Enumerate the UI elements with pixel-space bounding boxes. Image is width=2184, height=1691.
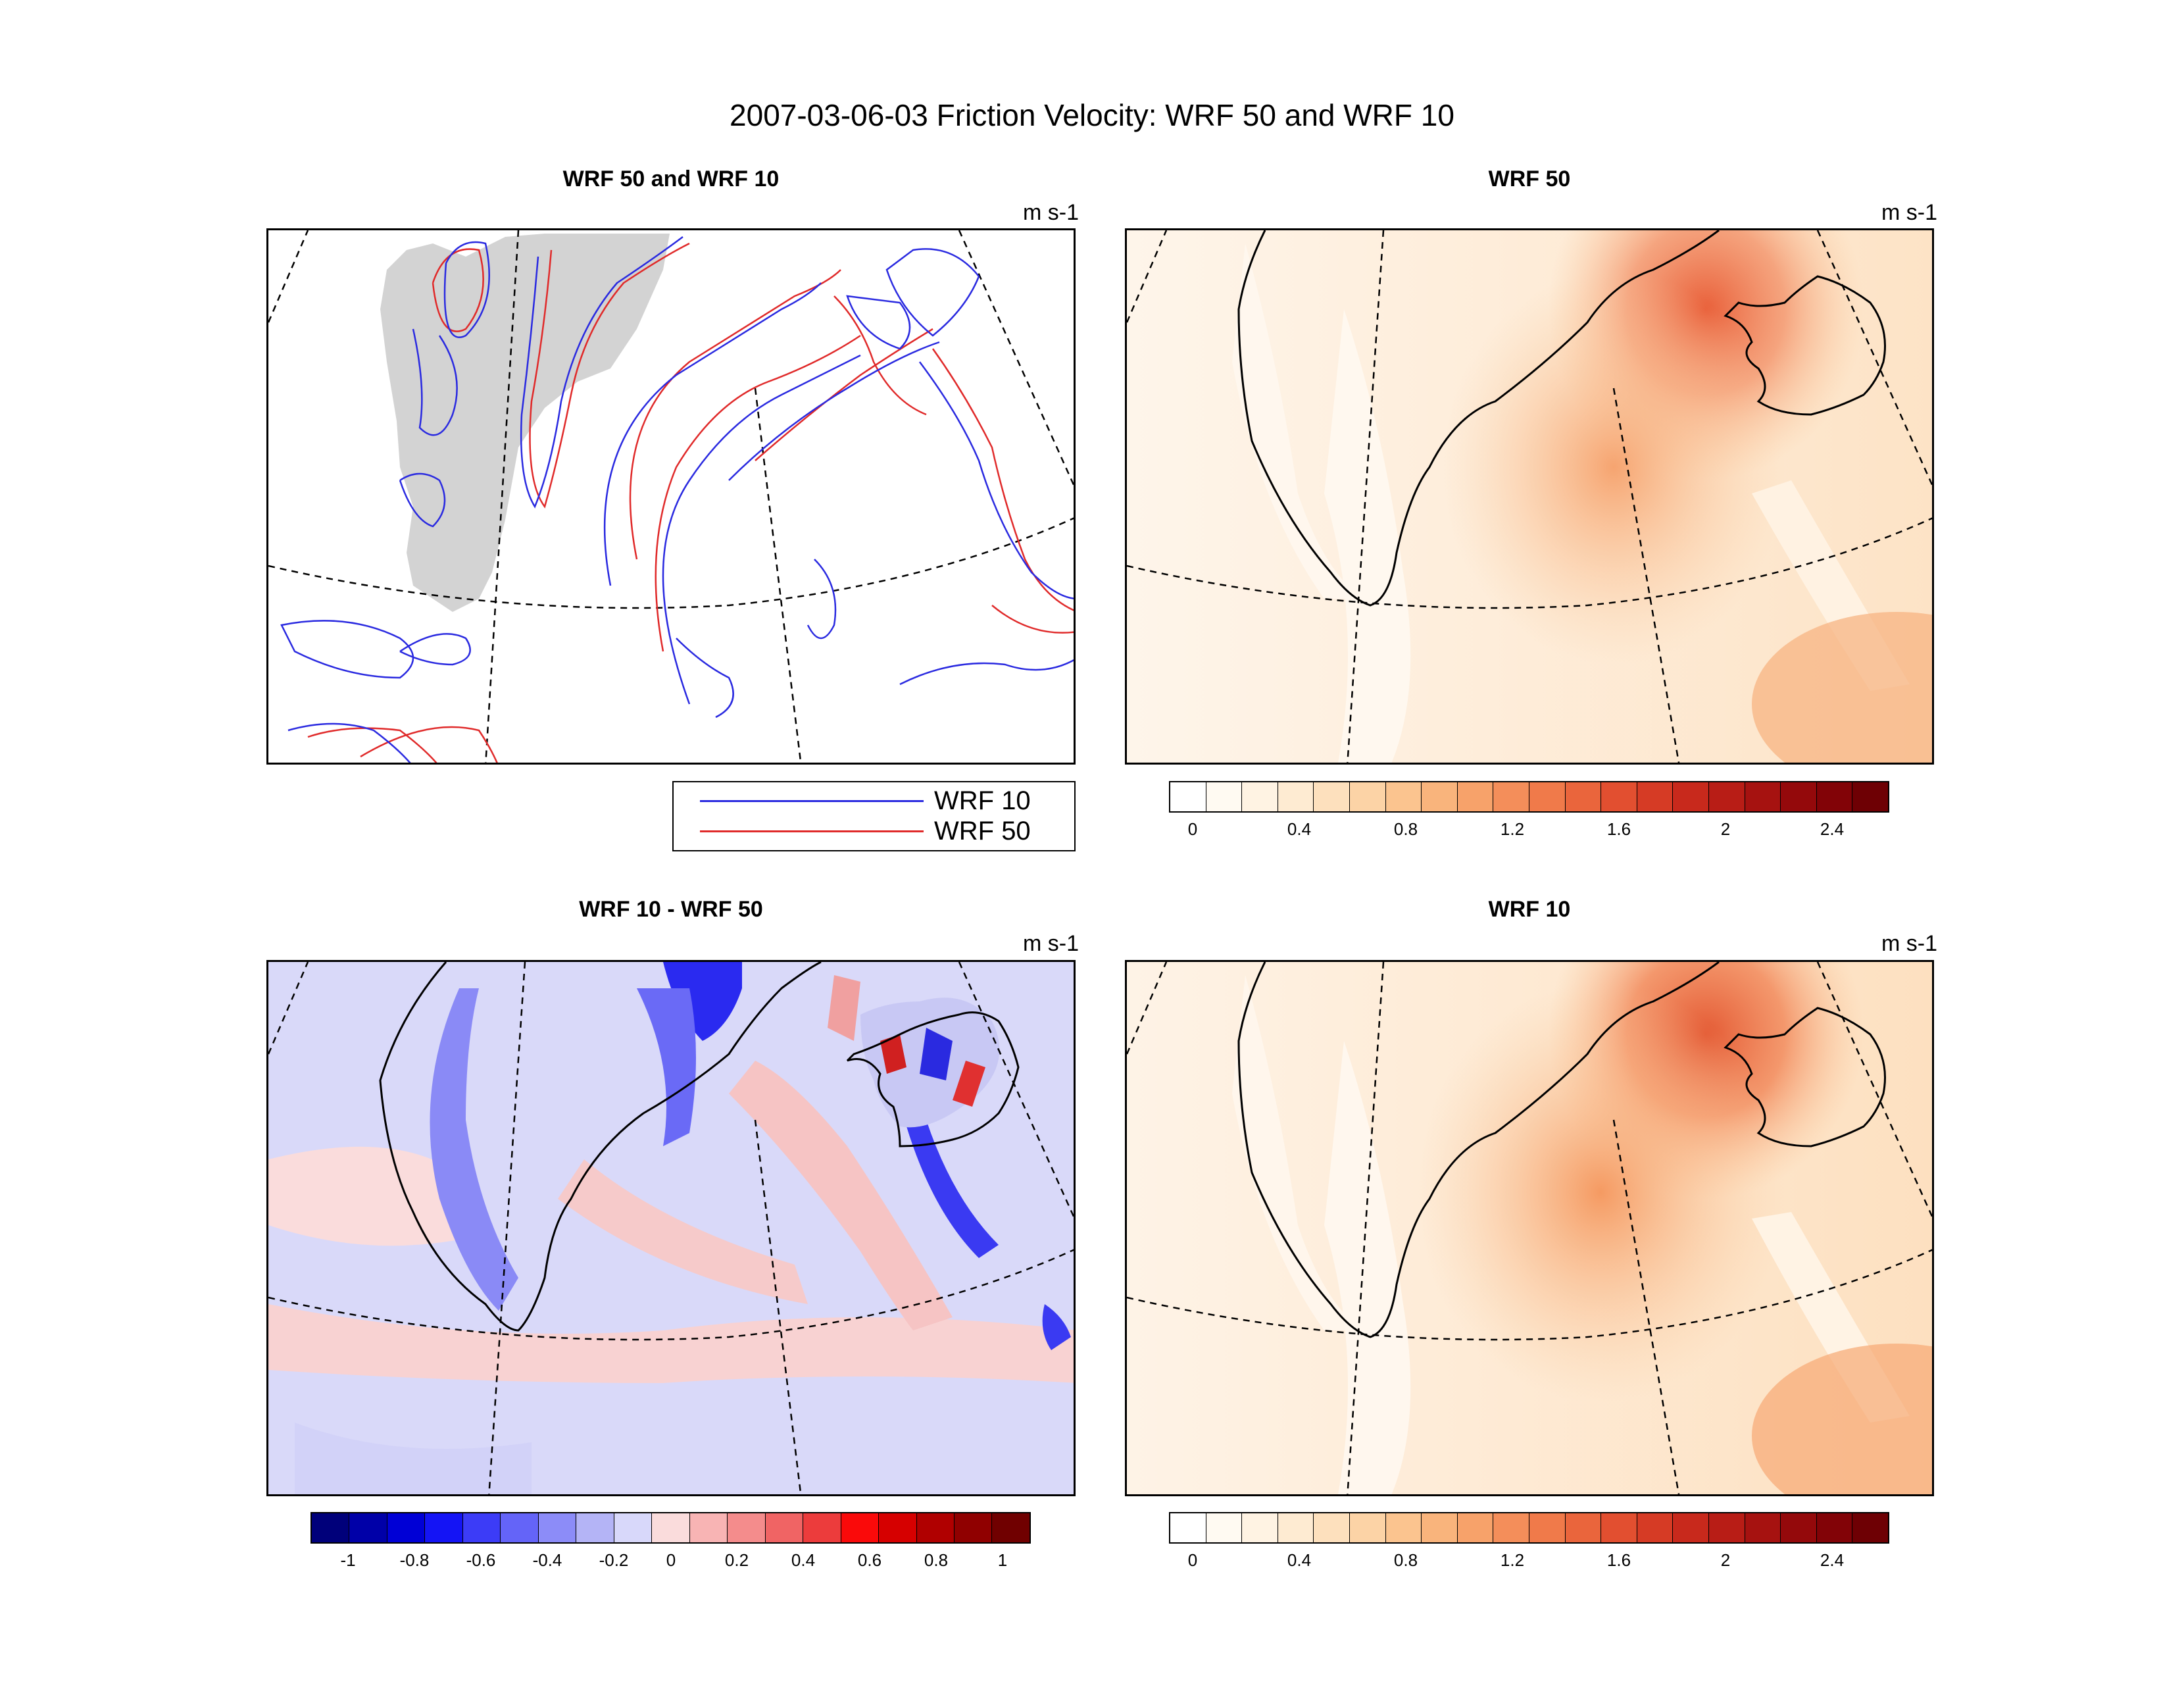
- wrf50-colorbar: [1169, 781, 1889, 813]
- iceland-coast: [846, 1011, 1020, 1148]
- tick-label: 2.4: [1820, 1550, 1845, 1570]
- contour-legend: WRF 10 WRF 50: [672, 781, 1076, 851]
- diff-colorbar-ticks: -1 -0.8 -0.6 -0.4 -0.2 0 0.2 0.4 0.6 0.8…: [310, 1550, 1031, 1577]
- contour-panel-title: WRF 50 and WRF 10: [562, 166, 780, 191]
- iceland-coast: [1724, 275, 1886, 416]
- wrf50-colorbar-ticks: 0 0.4 0.8 1.2 1.6 2 2.4: [1169, 819, 1889, 846]
- diff-map: [266, 960, 1076, 1496]
- tick-label: 0.4: [1287, 819, 1312, 839]
- tick-label: 2: [1720, 1550, 1731, 1570]
- tick-label: 1.2: [1500, 1550, 1525, 1570]
- iceland-coast: [1724, 1007, 1886, 1148]
- diff-panel-units: m s-1: [1023, 931, 1079, 956]
- tick-label: -0.2: [599, 1550, 629, 1570]
- wrf50-panel-units: m s-1: [1881, 200, 1937, 225]
- land-mask: [380, 234, 670, 612]
- legend-label-wrf10: WRF 10: [934, 786, 1031, 815]
- tick-label: 1.2: [1500, 819, 1525, 839]
- tick-label: 0.2: [724, 1550, 749, 1570]
- wrf10-panel-units: m s-1: [1881, 931, 1937, 956]
- greenland-coast: [1237, 230, 1720, 607]
- greenland-coast: [379, 962, 822, 1332]
- contour-map: [266, 228, 1076, 765]
- tick-label: -0.4: [532, 1550, 562, 1570]
- wrf10-colorbar: [1169, 1512, 1889, 1544]
- legend-item-wrf10: WRF 10: [700, 786, 1031, 816]
- tick-label: 1: [997, 1550, 1008, 1570]
- diff-panel-title: WRF 10 - WRF 50: [579, 897, 763, 922]
- tick-label: 0.8: [1393, 1550, 1418, 1570]
- diff-colorbar: [310, 1512, 1031, 1544]
- wrf50-map: [1125, 228, 1934, 765]
- tick-label: 0.8: [1393, 819, 1418, 839]
- tick-label: 2.4: [1820, 819, 1845, 839]
- tick-label: -0.6: [466, 1550, 496, 1570]
- tick-label: 0: [1187, 819, 1198, 839]
- tick-label: 0.6: [857, 1550, 882, 1570]
- legend-line-wrf50: [700, 830, 924, 832]
- tick-label: 0.8: [924, 1550, 949, 1570]
- legend-item-wrf50: WRF 50: [700, 817, 1031, 846]
- greenland-coast: [1237, 962, 1720, 1338]
- tick-label: -0.8: [399, 1550, 430, 1570]
- legend-line-wrf10: [700, 800, 924, 802]
- tick-label: 0.4: [1287, 1550, 1312, 1570]
- tick-label: 2: [1720, 819, 1731, 839]
- wrf50-panel-title: WRF 50: [1488, 166, 1571, 191]
- tick-label: 0: [666, 1550, 676, 1570]
- tick-label: -1: [340, 1550, 356, 1570]
- tick-label: 0.4: [791, 1550, 816, 1570]
- legend-label-wrf50: WRF 50: [934, 817, 1031, 846]
- tick-label: 1.6: [1606, 819, 1631, 839]
- tick-label: 1.6: [1606, 1550, 1631, 1570]
- contour-panel-units: m s-1: [1023, 200, 1079, 225]
- figure-title: 2007-03-06-03 Friction Velocity: WRF 50 …: [730, 98, 1454, 132]
- wrf10-colorbar-ticks: 0 0.4 0.8 1.2 1.6 2 2.4: [1169, 1550, 1889, 1577]
- tick-label: 0: [1187, 1550, 1198, 1570]
- wrf10-panel-title: WRF 10: [1488, 897, 1571, 922]
- wrf10-map: [1125, 960, 1934, 1496]
